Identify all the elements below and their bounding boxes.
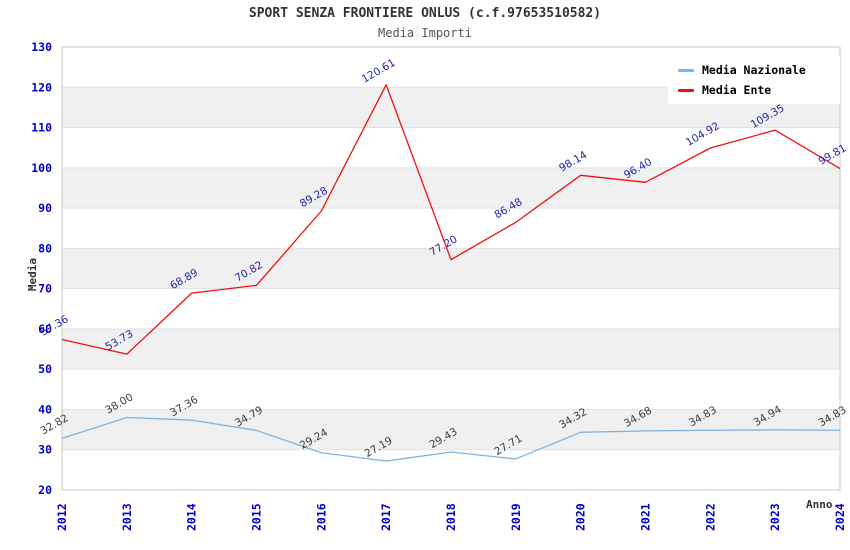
media-ente-line-swatch xyxy=(678,88,694,92)
legend-label-media-ente: Media Ente xyxy=(702,83,772,97)
plot-band xyxy=(62,127,840,168)
y-tick-label: 50 xyxy=(38,362,52,376)
x-tick-label: 2015 xyxy=(250,503,264,531)
plot-band xyxy=(62,248,840,289)
x-tick-label: 2014 xyxy=(185,503,199,531)
plot-band xyxy=(62,369,840,410)
x-tick-label: 2012 xyxy=(55,503,69,531)
legend-label-media-nazionale: Media Nazionale xyxy=(702,63,806,77)
media-nazionale-line-swatch xyxy=(678,68,694,72)
chart-legend: Media Nazionale Media Ente xyxy=(668,56,840,104)
y-tick-label: 20 xyxy=(38,483,52,497)
x-tick-label: 2013 xyxy=(120,503,134,531)
plot-border xyxy=(61,46,841,491)
x-tick-label: 2024 xyxy=(833,503,847,531)
legend-item-media-ente: Media Ente xyxy=(678,83,840,97)
y-tick-label: 130 xyxy=(31,40,52,54)
x-tick-label: 2016 xyxy=(314,503,328,531)
chart-subtitle: Media Importi xyxy=(378,26,472,40)
y-tick-label: 120 xyxy=(31,80,52,94)
legend-item-media-nazionale: Media Nazionale xyxy=(678,63,840,77)
x-tick-label: 2017 xyxy=(379,503,393,531)
y-tick-label: 30 xyxy=(38,443,52,457)
x-tick-label: 2020 xyxy=(574,503,588,531)
x-tick-label: 2023 xyxy=(768,503,782,531)
y-tick-label: 100 xyxy=(31,161,52,175)
y-tick-label: 40 xyxy=(38,402,52,416)
chart-title: SPORT SENZA FRONTIERE ONLUS (c.f.9765351… xyxy=(248,6,602,21)
y-tick-label: 80 xyxy=(38,241,52,255)
plot-band xyxy=(62,328,840,370)
plot-band xyxy=(62,288,840,329)
y-axis-title: Media xyxy=(26,257,40,292)
y-tick-label: 110 xyxy=(31,121,52,135)
media-ente-line xyxy=(61,84,841,355)
plot-band xyxy=(62,409,840,450)
x-axis-title: Anno xyxy=(806,498,833,511)
x-tick-label: 2021 xyxy=(639,503,653,531)
y-tick-label: 70 xyxy=(38,282,52,296)
plot-band xyxy=(62,167,840,209)
media-nazionale-line xyxy=(61,416,841,462)
plot-band xyxy=(62,449,840,490)
x-tick-label: 2018 xyxy=(444,503,458,531)
x-tick-label: 2022 xyxy=(703,503,717,531)
plot-band xyxy=(62,208,840,249)
y-tick-label: 90 xyxy=(38,201,52,215)
x-tick-label: 2019 xyxy=(509,503,523,531)
y-tick-label: 60 xyxy=(38,322,52,336)
